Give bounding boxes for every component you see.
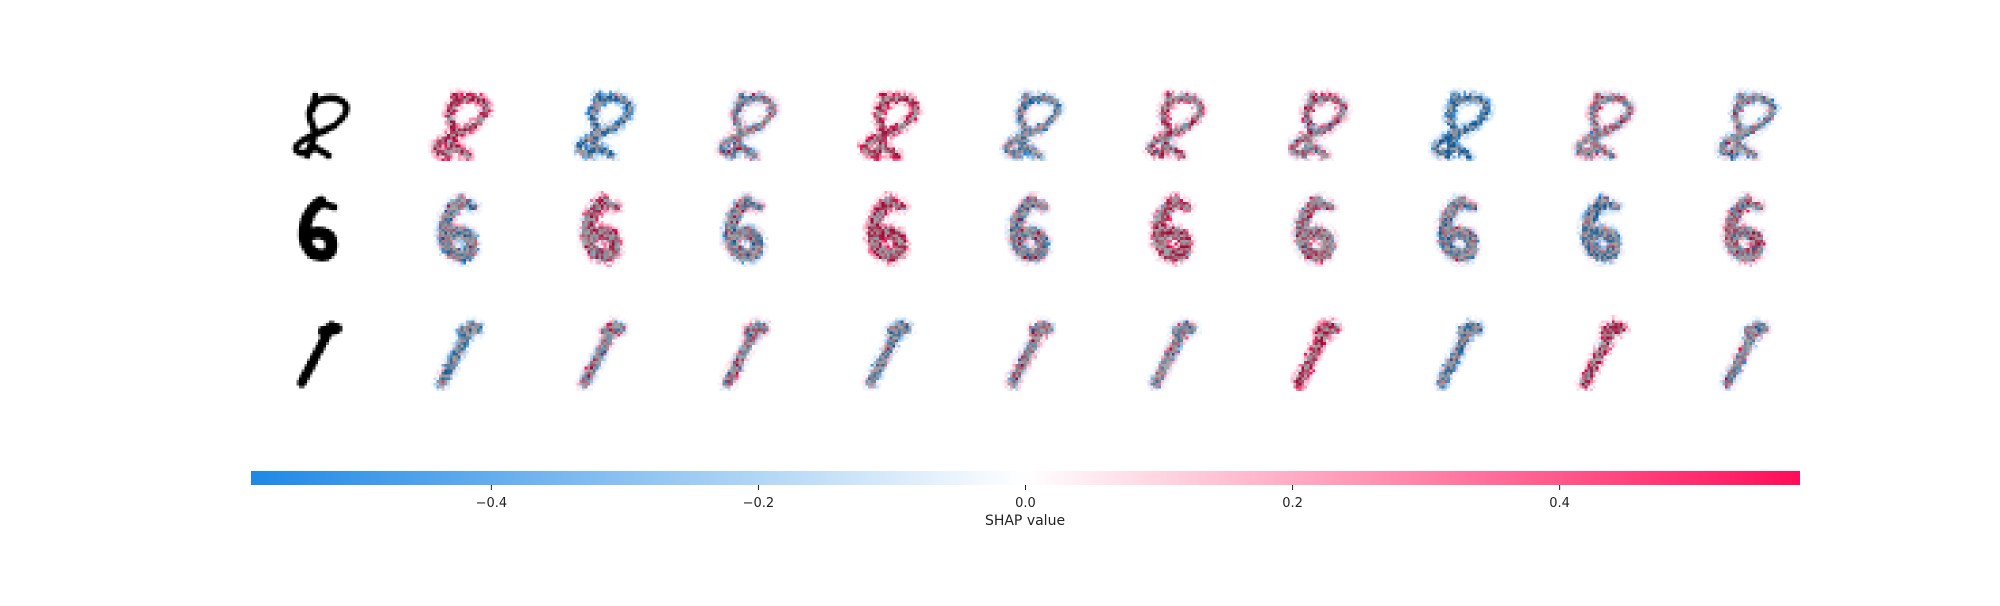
shap-heatmap-image [849,85,925,161]
colorbar-tick-label: 0.4 [1549,496,1570,511]
shap-heatmap-image [420,315,496,391]
shap-heatmap-image [1134,191,1210,267]
shap-heatmap-image [706,85,782,161]
colorbar-tick-label: −0.4 [476,496,508,511]
shap-heatmap-image [706,191,782,267]
digit-image [280,191,356,267]
colorbar-gradient [251,471,1800,485]
shap-heatmap-image [1277,315,1353,391]
shap-heatmap-image [563,315,639,391]
colorbar-label: SHAP value [985,513,1065,529]
colorbar-tick-label: 0.0 [1015,496,1036,511]
colorbar: −0.4 −0.2 0.0 0.2 0.4 SHAP value [251,471,1800,529]
shap-heatmap-image [849,315,925,391]
shap-heatmap-image [849,191,925,267]
shap-heatmap-image [1277,85,1353,161]
image-grid [280,85,1782,391]
shap-heatmap-image [1134,85,1210,161]
shap-heatmap-image [706,315,782,391]
shap-heatmap-image [563,191,639,267]
shap-heatmap-image [1420,315,1496,391]
shap-heatmap-image [1563,85,1639,161]
shap-heatmap-image [420,191,496,267]
shap-heatmap-image [1563,191,1639,267]
digit-image [280,315,356,391]
shap-heatmap-image [1706,315,1782,391]
shap-heatmap-image [1134,315,1210,391]
shap-heatmap-image [991,85,1067,161]
shap-heatmap-image [420,85,496,161]
colorbar-ticks: −0.4 −0.2 0.0 0.2 0.4 [476,485,1570,511]
shap-heatmap-image [1706,191,1782,267]
shap-heatmap-image [991,315,1067,391]
shap-heatmap-image [991,191,1067,267]
shap-heatmap-image [563,85,639,161]
digit-image [280,85,356,161]
colorbar-tick-label: 0.2 [1282,496,1303,511]
colorbar-tick-label: −0.2 [743,496,775,511]
shap-heatmap-image [1277,191,1353,267]
shap-heatmap-image [1706,85,1782,161]
shap-heatmap-image [1420,85,1496,161]
shap-heatmap-image [1420,191,1496,267]
shap-heatmap-image [1563,315,1639,391]
